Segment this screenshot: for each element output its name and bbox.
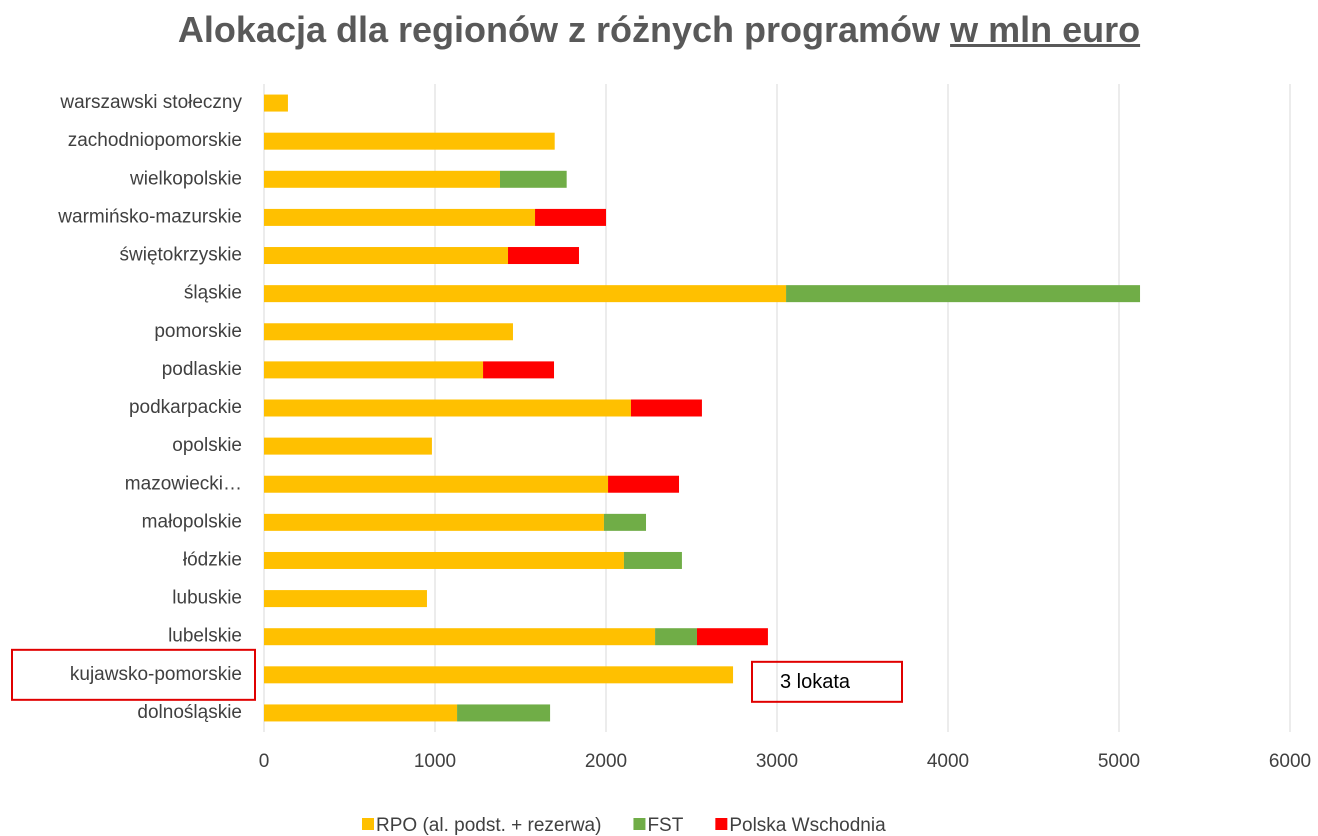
bar-segment xyxy=(264,285,787,303)
legend-swatch xyxy=(715,818,728,830)
x-tick-label: 2000 xyxy=(585,751,627,772)
bar-segment xyxy=(264,132,555,150)
y-tick-label: mazowiecki… xyxy=(125,473,242,494)
y-tick-label: śląskie xyxy=(184,283,242,304)
chart-title: Alokacja dla regionów z różnych programó… xyxy=(177,9,941,50)
x-tick-label: 5000 xyxy=(1098,751,1140,772)
bar-segment xyxy=(264,666,734,684)
y-tick-label: wielkopolskie xyxy=(129,168,242,189)
y-tick-label: podlaskie xyxy=(162,359,242,380)
bar-segment xyxy=(623,551,682,569)
legend-label: FST xyxy=(647,815,683,836)
bar-segment xyxy=(264,475,609,493)
y-tick-label: warmińsko-mazurskie xyxy=(57,206,242,227)
y-tick-label: łódzkie xyxy=(183,549,242,570)
x-tick-label: 0 xyxy=(259,751,270,772)
y-tick-label: małopolskie xyxy=(142,511,242,532)
bar-segment xyxy=(499,170,567,188)
bar-segment xyxy=(264,437,432,455)
bar-segment xyxy=(264,704,458,722)
y-tick-label: świętokrzyskie xyxy=(120,245,242,266)
bar-segment xyxy=(508,247,579,265)
legend-label: Polska Wschodnia xyxy=(729,815,886,836)
y-tick-label: kujawsko-pomorskie xyxy=(70,664,242,685)
y-tick-label: zachodniopomorskie xyxy=(68,130,242,151)
chart-title-block: Alokacja dla regionów z różnych programó… xyxy=(129,8,1189,52)
y-tick-label: podkarpackie xyxy=(129,397,242,418)
legend-swatch xyxy=(633,818,646,830)
annotation-box xyxy=(751,660,903,703)
y-tick-label: dolnośląskie xyxy=(137,702,242,723)
chart-title-unit: w mln euro xyxy=(950,9,1141,50)
x-tick-label: 4000 xyxy=(927,751,969,772)
bar-segment xyxy=(483,361,555,379)
y-tick-label: lubuskie xyxy=(172,588,242,609)
legend-swatch xyxy=(362,818,374,830)
bar-segment xyxy=(264,170,500,188)
bar-segment xyxy=(264,399,631,417)
y-tick-label: pomorskie xyxy=(154,321,242,342)
y-tick-label: warszawski stołeczny xyxy=(59,92,242,113)
bar-segment xyxy=(457,704,551,722)
y-tick-label: lubelskie xyxy=(168,626,242,647)
bar-segment xyxy=(264,208,536,226)
bar-segment xyxy=(630,399,702,417)
x-tick-label: 6000 xyxy=(1269,751,1311,772)
bar-segment xyxy=(264,513,604,531)
bar-segment xyxy=(264,94,288,112)
highlight-box xyxy=(11,648,256,701)
bar-segment xyxy=(264,590,427,608)
bar-segment xyxy=(655,628,697,646)
bar-segment xyxy=(535,208,606,226)
bar-segment xyxy=(608,475,680,493)
y-tick-label: opolskie xyxy=(172,435,242,456)
bar-segment xyxy=(603,513,647,531)
bar-segment xyxy=(264,551,624,569)
bar-segment xyxy=(264,247,509,265)
bar-segment xyxy=(786,285,1141,303)
bar-segment xyxy=(264,361,484,379)
x-tick-label: 1000 xyxy=(414,751,456,772)
x-tick-label: 3000 xyxy=(756,751,798,772)
bar-segment xyxy=(264,323,513,341)
bar-segment xyxy=(696,628,768,646)
annotation: 3 lokata xyxy=(780,671,851,693)
bar-segment xyxy=(264,628,656,646)
legend-label: RPO (al. podst. + rezerwa) xyxy=(376,815,601,836)
